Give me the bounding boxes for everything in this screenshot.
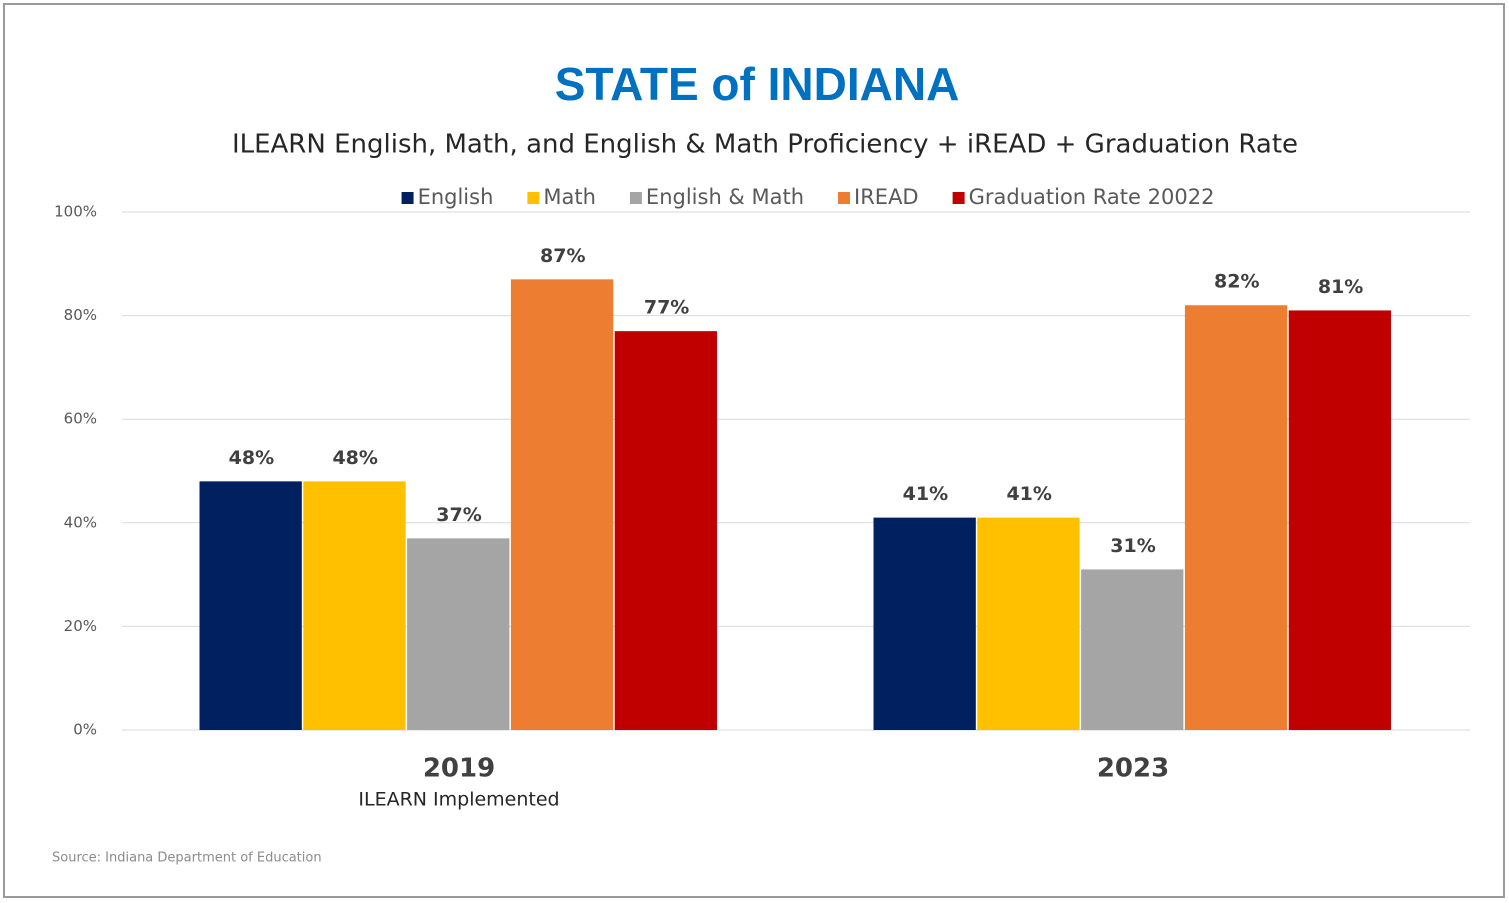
legend-label: Graduation Rate 20022 bbox=[969, 185, 1215, 209]
x-tick-sublabel: ILEARN Implemented bbox=[358, 789, 559, 811]
chart-title: STATE of INDIANA bbox=[555, 58, 960, 110]
data-label: 37% bbox=[436, 504, 481, 526]
data-label: 82% bbox=[1214, 271, 1259, 293]
legend-swatch bbox=[527, 192, 540, 204]
bar bbox=[199, 481, 302, 730]
bar bbox=[1288, 310, 1391, 730]
bar bbox=[303, 481, 406, 730]
legend-label: English bbox=[418, 185, 494, 209]
bar bbox=[614, 331, 717, 730]
legend-swatch bbox=[952, 192, 965, 204]
y-tick-label: 60% bbox=[64, 410, 97, 428]
bar bbox=[407, 538, 510, 730]
y-tick-label: 20% bbox=[64, 617, 97, 635]
legend-swatch bbox=[401, 192, 414, 204]
legend-label: Math bbox=[543, 185, 596, 209]
bar bbox=[1184, 305, 1288, 730]
data-label: 87% bbox=[540, 245, 585, 267]
legend-label: English & Math bbox=[646, 185, 804, 209]
data-label: 81% bbox=[1318, 276, 1363, 298]
legend-swatch bbox=[629, 192, 642, 204]
data-label: 77% bbox=[644, 297, 689, 319]
data-label: 31% bbox=[1110, 535, 1155, 557]
source-note: Source: Indiana Department of Education bbox=[52, 851, 322, 866]
data-label: 48% bbox=[332, 447, 377, 469]
bar bbox=[977, 517, 1080, 730]
data-label: 41% bbox=[903, 483, 948, 505]
y-tick-label: 40% bbox=[64, 513, 97, 531]
y-tick-label: 100% bbox=[54, 203, 97, 221]
bar bbox=[1081, 569, 1184, 730]
data-label: 48% bbox=[229, 447, 274, 469]
legend-label: IREAD bbox=[854, 185, 919, 209]
chart-subtitle: ILEARN English, Math, and English & Math… bbox=[232, 130, 1298, 160]
data-label: 41% bbox=[1006, 483, 1051, 505]
x-tick-label: 2019 bbox=[423, 754, 495, 784]
bar bbox=[873, 517, 976, 730]
x-tick-label: 2023 bbox=[1097, 754, 1169, 784]
legend-swatch bbox=[838, 192, 851, 204]
y-tick-label: 80% bbox=[64, 306, 97, 324]
y-tick-label: 0% bbox=[73, 721, 97, 739]
bar bbox=[510, 279, 614, 730]
